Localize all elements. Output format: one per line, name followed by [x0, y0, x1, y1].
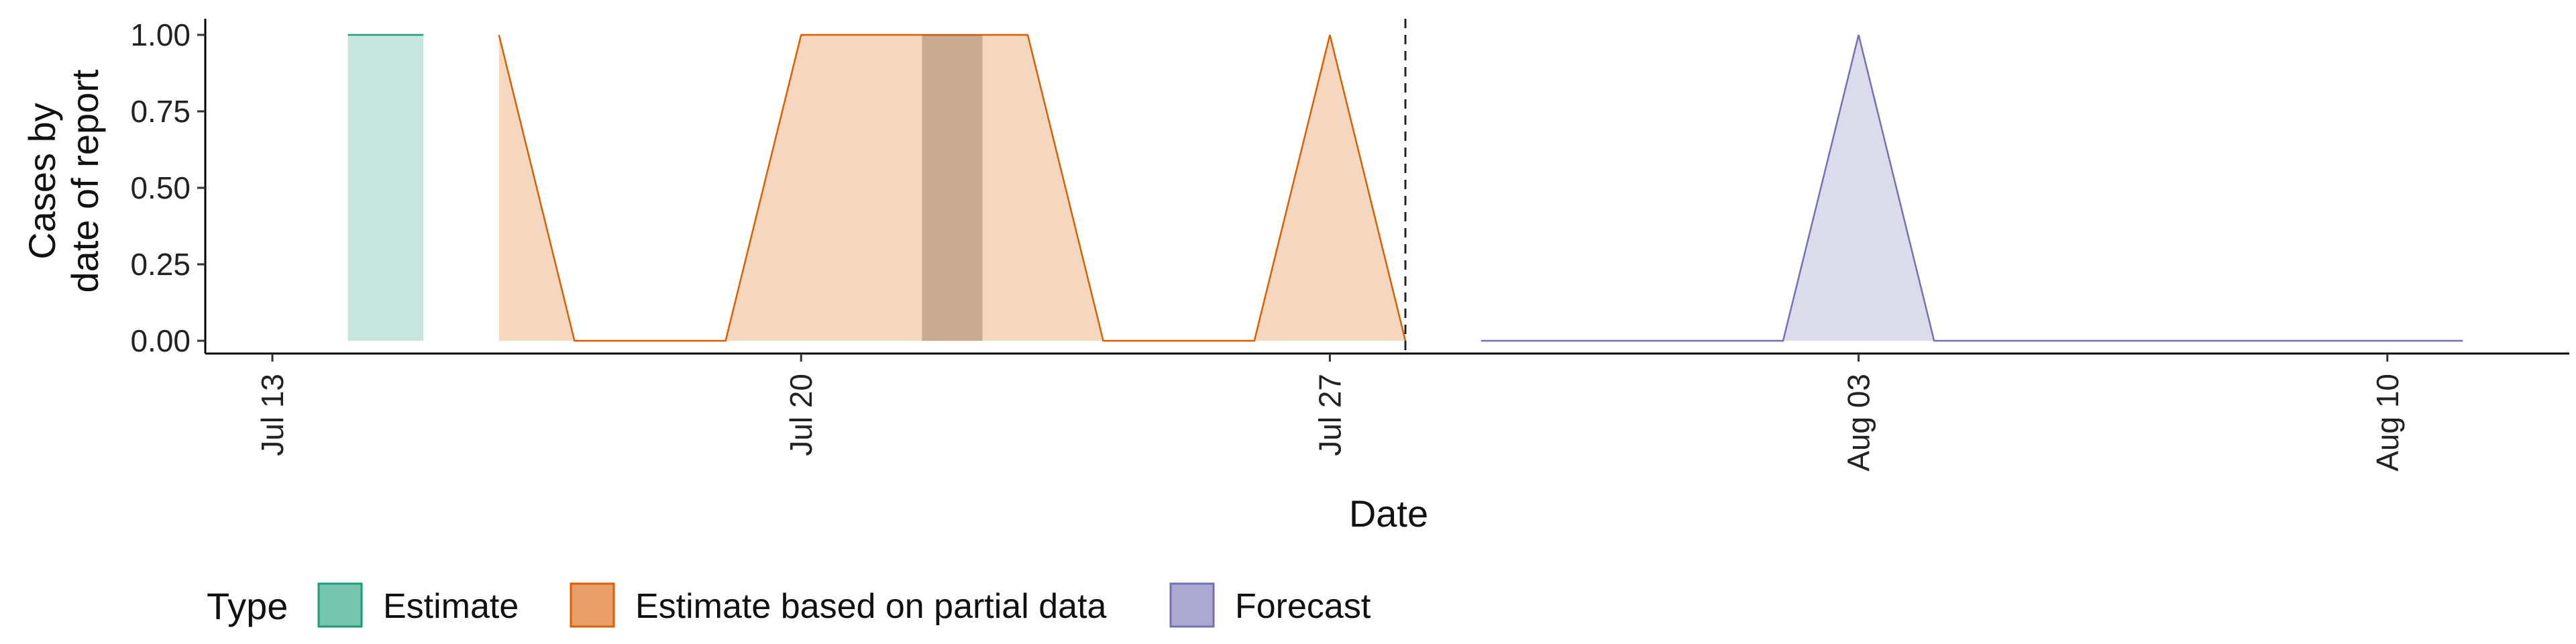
series-line-estimate-based-on-partial-data — [498, 34, 1407, 342]
y-axis-title-line-1: Cases by — [21, 103, 63, 259]
y-tick-label-4: 1.00 — [130, 17, 191, 52]
legend-label-2: Forecast — [1235, 587, 1371, 626]
y-tick-label-2: 0.50 — [130, 170, 191, 205]
x-tick-label-2: Jul 27 — [1312, 374, 1347, 456]
overlap-band — [922, 35, 983, 341]
series-area-estimate — [347, 35, 424, 341]
series-line-forecast — [1481, 34, 2463, 342]
legend-swatch-0 — [317, 582, 363, 628]
x-tick-label-3: Aug 03 — [1841, 374, 1876, 472]
legend-swatch-2 — [1169, 582, 1215, 628]
series-area-forecast — [1481, 35, 2463, 341]
x-tick-label-0: Jul 13 — [255, 374, 290, 456]
legend-title: Type — [207, 585, 288, 627]
plot-area — [347, 19, 2463, 354]
legend-label-1: Estimate based on partial data — [635, 587, 1107, 626]
legend-label-0: Estimate — [383, 587, 519, 626]
x-axis: Jul 13 Jul 20 Jul 27 Aug 03 Aug 10 — [205, 352, 2569, 472]
legend-swatch-1 — [570, 582, 615, 628]
y-axis-title-line-2: date of report — [64, 69, 106, 293]
y-axis: 0.00 0.25 0.50 0.75 1.00 — [130, 17, 207, 358]
x-tick-label-1: Jul 20 — [784, 374, 818, 456]
y-tick-label-3: 0.75 — [130, 94, 191, 129]
y-tick-label-1: 0.25 — [130, 247, 191, 282]
x-axis-title: Date — [1349, 492, 1428, 535]
series-area-estimate-based-on-partial-data — [498, 35, 1405, 341]
legend: Type Estimate Estimate based on partial da… — [207, 582, 1371, 628]
y-tick-label-0: 0.00 — [130, 323, 191, 358]
x-tick-label-4: Aug 10 — [2370, 374, 2405, 472]
